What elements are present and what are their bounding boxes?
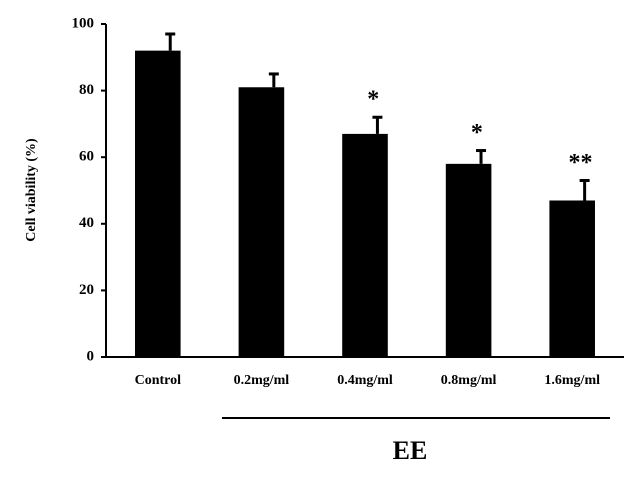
bar — [342, 133, 388, 357]
x-tick-label: 1.6mg/ml — [544, 373, 600, 388]
significance-label: ** — [568, 150, 592, 176]
bar — [135, 50, 181, 357]
y-tick-label: 100 — [72, 15, 95, 31]
bar — [238, 87, 285, 358]
y-tick-label: 80 — [79, 82, 94, 98]
y-tick-label: 0 — [87, 348, 95, 364]
y-axis-label: Cell viability (%) — [24, 138, 39, 242]
x-tick-label: 0.2mg/ml — [234, 373, 290, 388]
group-label: EE — [393, 436, 428, 465]
y-tick-label: 60 — [79, 149, 94, 165]
x-tick-label: 0.4mg/ml — [337, 373, 393, 388]
significance-label: * — [471, 120, 483, 146]
bar — [549, 200, 595, 357]
y-tick-label: 40 — [79, 215, 94, 231]
x-tick-label: 0.8mg/ml — [441, 373, 497, 388]
significance-label: * — [367, 87, 379, 113]
x-tick-label: Control — [135, 373, 182, 388]
y-tick-label: 20 — [79, 282, 94, 298]
bar — [445, 163, 492, 357]
